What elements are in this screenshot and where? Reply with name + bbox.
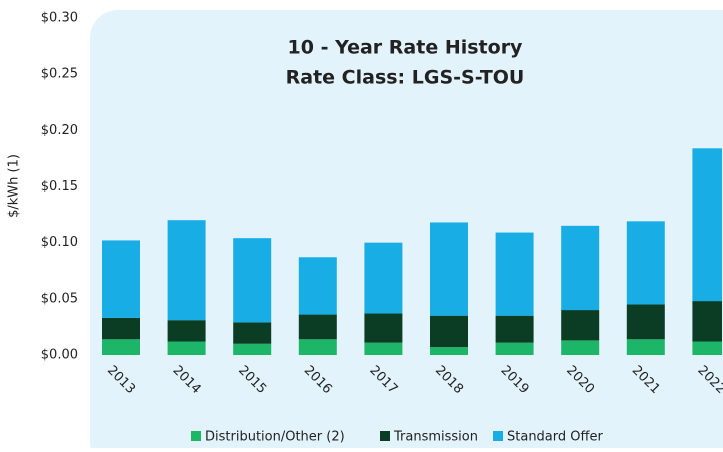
bar-segment <box>626 221 665 305</box>
bar-segment <box>692 148 722 302</box>
legend-swatch <box>380 431 390 441</box>
bar-segment <box>495 342 534 355</box>
bar-segment <box>233 238 272 323</box>
bar-segment <box>364 242 403 314</box>
bar-segment <box>298 257 337 315</box>
legend-swatch <box>191 431 201 441</box>
y-tick-label: $0.00 <box>41 348 78 363</box>
bar-segment <box>298 314 337 340</box>
bar-segment <box>167 220 206 321</box>
bar-segment <box>233 322 272 344</box>
bar-segment <box>430 347 468 355</box>
bar-segment <box>495 232 534 316</box>
legend-label: Standard Offer <box>507 430 603 445</box>
bar-segment <box>364 313 403 343</box>
legend-label: Distribution/Other (2) <box>205 430 345 445</box>
y-tick-label: $0.30 <box>41 11 78 26</box>
y-tick-label: $0.15 <box>41 179 78 194</box>
bar-segment <box>495 315 534 343</box>
chart-title: 10 - Year Rate History <box>288 37 524 59</box>
bar-segment <box>561 310 600 341</box>
bar-segment <box>692 341 722 355</box>
bar-segment <box>102 317 140 340</box>
bar-segment <box>167 341 206 355</box>
legend-label: Transmission <box>393 430 478 445</box>
bar-segment <box>102 339 140 355</box>
bar-segment <box>167 320 206 342</box>
bar-segment <box>626 339 665 355</box>
bar-segment <box>364 342 403 355</box>
bar-segment <box>626 304 665 340</box>
y-axis-label: $/kWh (1) <box>7 154 22 218</box>
bar-segment <box>561 225 600 311</box>
bar-segment <box>233 343 272 355</box>
y-tick-label: $0.10 <box>41 235 78 250</box>
bar-segment <box>561 340 600 355</box>
legend-swatch <box>493 431 503 441</box>
bar-segment <box>430 315 468 348</box>
bar-segment <box>102 240 140 318</box>
bar-segment <box>298 339 337 355</box>
bar-segment <box>692 301 722 342</box>
y-tick-label: $0.05 <box>41 291 78 306</box>
y-tick-label: $0.20 <box>41 123 78 138</box>
chart-subtitle: Rate Class: LGS-S-TOU <box>286 67 525 89</box>
y-tick-label: $0.25 <box>41 67 78 82</box>
bar-segment <box>430 222 468 316</box>
